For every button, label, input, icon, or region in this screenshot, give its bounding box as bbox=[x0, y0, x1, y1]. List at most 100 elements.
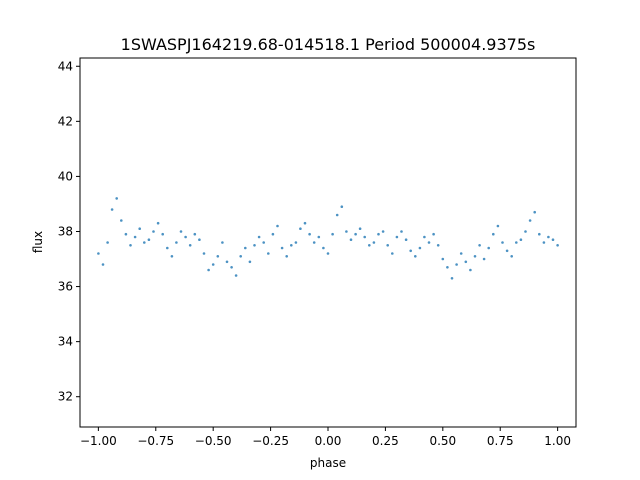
data-point bbox=[515, 241, 518, 244]
x-tick-label: 0.50 bbox=[429, 434, 456, 448]
x-tick-label: −1.00 bbox=[80, 434, 117, 448]
x-tick-label: −0.25 bbox=[252, 434, 289, 448]
data-point bbox=[363, 235, 367, 239]
data-point bbox=[216, 254, 220, 258]
data-point bbox=[510, 254, 513, 258]
data-point bbox=[115, 197, 118, 200]
data-point bbox=[97, 252, 100, 255]
data-point bbox=[404, 238, 408, 241]
data-point bbox=[528, 219, 532, 222]
data-point bbox=[547, 235, 550, 239]
data-point bbox=[331, 232, 334, 236]
data-point bbox=[478, 244, 481, 247]
data-point bbox=[377, 232, 380, 236]
data-point bbox=[244, 246, 247, 250]
data-point bbox=[432, 232, 435, 236]
data-point bbox=[551, 238, 555, 241]
data-point bbox=[225, 260, 229, 264]
data-point bbox=[414, 254, 417, 258]
data-point bbox=[188, 244, 192, 247]
data-point bbox=[542, 241, 546, 244]
data-point bbox=[147, 238, 151, 241]
x-tick-label: −0.50 bbox=[195, 434, 232, 448]
data-point bbox=[106, 241, 109, 244]
data-point bbox=[303, 221, 307, 225]
data-point bbox=[285, 254, 289, 258]
y-tick-label: 44 bbox=[58, 59, 73, 73]
data-points bbox=[97, 197, 559, 280]
data-point bbox=[124, 232, 128, 236]
data-point bbox=[133, 235, 137, 239]
data-point bbox=[427, 241, 431, 244]
data-point bbox=[253, 244, 256, 247]
data-point bbox=[556, 244, 559, 247]
data-point bbox=[294, 241, 298, 244]
x-tick-label: 0.25 bbox=[372, 434, 399, 448]
data-point bbox=[469, 268, 472, 272]
data-point bbox=[423, 235, 426, 239]
chart-title: 1SWASPJ164219.68-014518.1 Period 500004.… bbox=[121, 35, 536, 54]
data-point bbox=[459, 252, 463, 255]
data-point bbox=[198, 238, 201, 241]
data-point bbox=[409, 249, 413, 253]
data-point bbox=[211, 263, 215, 266]
data-point bbox=[161, 232, 164, 236]
y-tick-label: 38 bbox=[58, 224, 73, 238]
data-point bbox=[239, 254, 242, 258]
data-point bbox=[170, 254, 174, 258]
data-point bbox=[110, 208, 114, 211]
data-point bbox=[436, 244, 440, 247]
data-point bbox=[354, 232, 357, 236]
data-point bbox=[152, 230, 155, 233]
data-point bbox=[395, 235, 399, 239]
data-point bbox=[322, 246, 325, 250]
data-point bbox=[120, 219, 123, 222]
data-point bbox=[496, 224, 500, 228]
y-tick-label: 40 bbox=[58, 169, 73, 183]
data-point bbox=[345, 230, 348, 233]
data-point bbox=[317, 235, 321, 239]
y-tick-label: 34 bbox=[58, 335, 73, 349]
data-point bbox=[290, 244, 293, 247]
data-point bbox=[129, 244, 132, 247]
data-point bbox=[501, 241, 504, 244]
x-tick-label: −0.75 bbox=[137, 434, 174, 448]
y-tick-label: 42 bbox=[58, 114, 73, 128]
x-tick-label: 0.75 bbox=[487, 434, 514, 448]
data-point bbox=[308, 232, 311, 236]
data-point bbox=[101, 263, 105, 266]
data-point bbox=[455, 263, 458, 266]
data-point bbox=[538, 232, 541, 236]
data-point bbox=[184, 235, 187, 239]
data-point bbox=[340, 205, 344, 208]
plot-area bbox=[80, 58, 576, 427]
data-point bbox=[202, 252, 206, 255]
data-point bbox=[533, 210, 536, 214]
data-point bbox=[143, 241, 146, 244]
data-point bbox=[524, 230, 527, 233]
data-point bbox=[505, 249, 509, 253]
data-point bbox=[464, 260, 468, 264]
data-point bbox=[487, 246, 491, 250]
data-point bbox=[193, 232, 197, 236]
data-point bbox=[368, 244, 371, 247]
data-point bbox=[267, 252, 270, 255]
data-point bbox=[280, 246, 284, 250]
y-axis-label: flux bbox=[31, 231, 45, 253]
data-point bbox=[262, 241, 266, 244]
data-point bbox=[207, 268, 210, 272]
x-axis-label: phase bbox=[310, 456, 346, 470]
data-point bbox=[248, 260, 252, 264]
y-tick-label: 36 bbox=[58, 280, 73, 294]
data-point bbox=[299, 227, 302, 230]
data-point bbox=[166, 246, 169, 250]
data-point bbox=[179, 230, 183, 233]
data-point bbox=[386, 244, 390, 247]
data-point bbox=[349, 238, 353, 241]
data-point bbox=[221, 241, 224, 244]
data-point bbox=[400, 230, 403, 233]
data-point bbox=[492, 232, 495, 236]
y-tick-label: 32 bbox=[58, 390, 73, 404]
data-point bbox=[372, 241, 376, 244]
data-point bbox=[312, 241, 316, 244]
